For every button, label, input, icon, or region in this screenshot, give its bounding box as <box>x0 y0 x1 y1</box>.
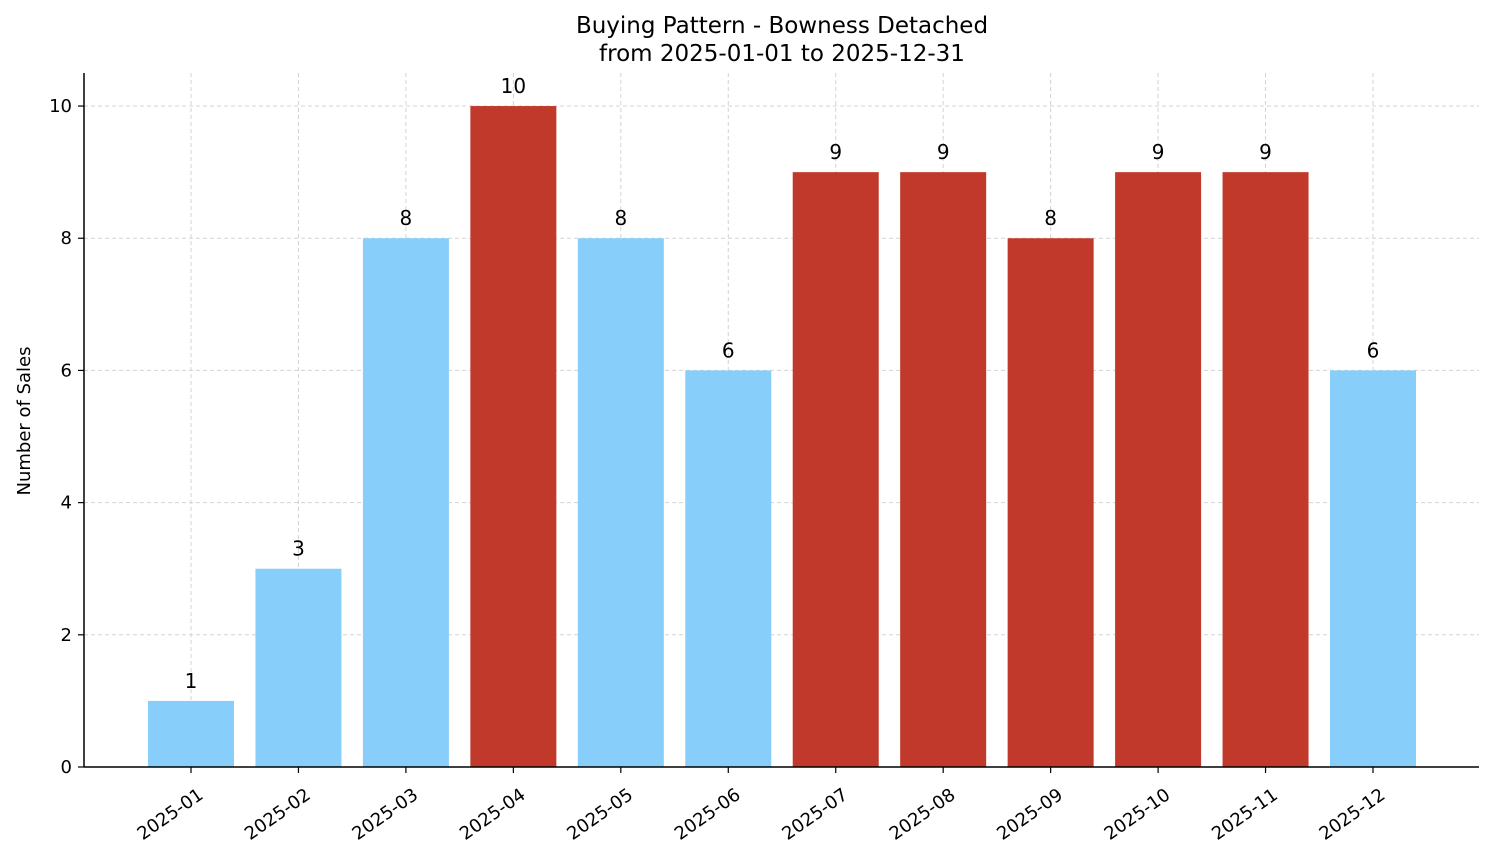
bar <box>1222 172 1309 768</box>
x-tick-label: 2025-03 <box>348 784 422 844</box>
y-tick-label: 2 <box>61 625 72 646</box>
bar-layer <box>148 106 1416 768</box>
y-tick-label: 0 <box>61 757 72 778</box>
x-tick-label: 2025-07 <box>778 784 852 844</box>
x-tick-label: 2025-08 <box>886 784 960 844</box>
bar <box>255 568 342 767</box>
x-tick-label: 2025-01 <box>134 784 208 844</box>
y-axis-label: Number of Sales <box>14 346 35 495</box>
bar-value-label: 9 <box>1259 140 1272 164</box>
bar-value-label: 8 <box>614 206 627 230</box>
x-tick-label: 2025-12 <box>1316 784 1390 844</box>
bar <box>470 106 557 768</box>
x-tick-label: 2025-09 <box>993 784 1067 844</box>
bar-value-label: 3 <box>292 537 305 561</box>
bar <box>1330 370 1416 767</box>
bar-value-label: 1 <box>185 669 198 693</box>
bar-value-label: 6 <box>1367 338 1380 362</box>
bar <box>1007 238 1094 767</box>
bar <box>362 238 449 767</box>
x-tick-label: 2025-11 <box>1208 784 1282 844</box>
bar <box>1115 172 1202 768</box>
y-tick-label: 10 <box>49 96 72 117</box>
bar-value-label: 8 <box>400 206 413 230</box>
bar <box>900 172 987 768</box>
y-tick-label: 8 <box>61 228 72 249</box>
y-tick-label: 4 <box>61 493 72 514</box>
label-layer: 1 3 8 10 8 6 9 9 8 9 9 6 <box>185 74 1380 693</box>
bar <box>792 172 879 768</box>
bar-value-label: 9 <box>1152 140 1165 164</box>
x-tick-label: 2025-10 <box>1101 784 1175 844</box>
bar <box>685 370 772 767</box>
x-tick-label: 2025-04 <box>456 784 530 844</box>
bar-value-label: 9 <box>829 140 842 164</box>
bar-value-label: 8 <box>1044 206 1057 230</box>
bar-value-label: 10 <box>501 74 526 98</box>
x-tick-label: 2025-02 <box>241 784 315 844</box>
y-tick-label: 6 <box>61 360 72 381</box>
bar-value-label: 9 <box>937 140 950 164</box>
bar-value-label: 6 <box>722 338 735 362</box>
chart-subtitle: from 2025-01-01 to 2025-12-31 <box>599 41 965 67</box>
x-tick-label: 2025-05 <box>563 784 637 844</box>
bar <box>148 700 234 767</box>
bar <box>577 238 664 767</box>
x-tick-label: 2025-06 <box>671 784 745 844</box>
chart-title: Buying Pattern - Bowness Detached <box>576 13 988 39</box>
